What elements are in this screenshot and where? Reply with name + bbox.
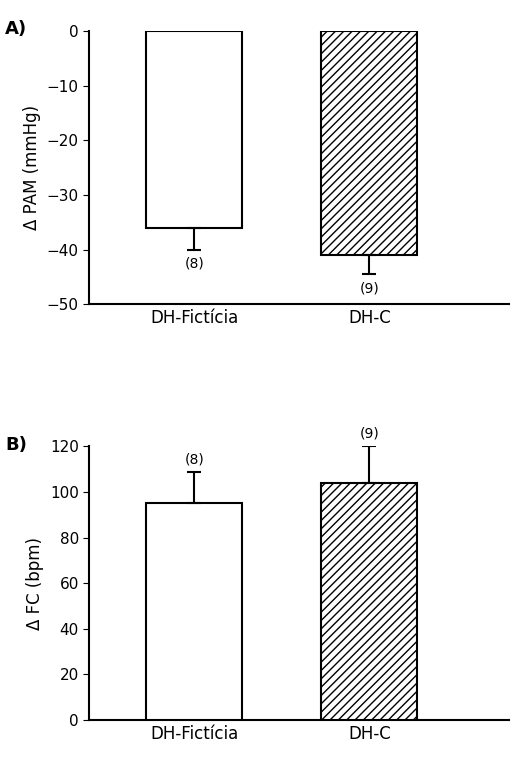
Bar	[146, 31, 243, 228]
Bar	[321, 483, 417, 720]
Bar	[321, 31, 417, 255]
Y-axis label: Δ FC (bpm): Δ FC (bpm)	[26, 536, 45, 629]
Bar	[146, 503, 243, 720]
Text: (8): (8)	[184, 452, 204, 466]
Y-axis label: Δ PAM (mmHg): Δ PAM (mmHg)	[23, 105, 41, 230]
Text: A): A)	[5, 20, 27, 38]
Text: (9): (9)	[360, 427, 379, 441]
Text: B): B)	[5, 436, 27, 454]
Text: (8): (8)	[184, 256, 204, 270]
Text: (9): (9)	[360, 281, 379, 295]
